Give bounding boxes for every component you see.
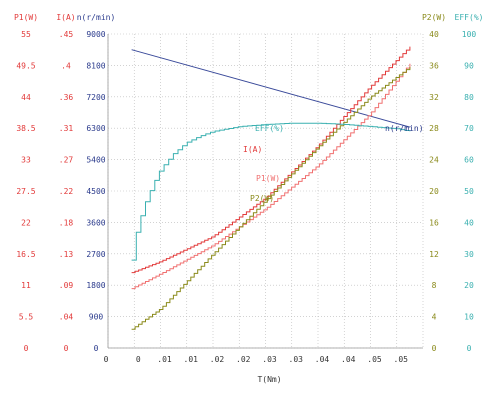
- left-axis-tick: .36: [59, 93, 74, 102]
- right-axis-tick: 70: [464, 124, 474, 133]
- left-axis-tick: 8100: [86, 61, 105, 70]
- left-axis-label: P1(W): [14, 13, 38, 22]
- x-tick-label: .02: [236, 355, 251, 364]
- left-axis-tick: .22: [59, 187, 74, 196]
- left-axis-tick: .09: [59, 281, 74, 290]
- left-axis-tick: 5400: [86, 156, 105, 165]
- left-axis-tick: 0: [94, 344, 99, 353]
- left-axis-tick: .4: [61, 61, 71, 70]
- left-axis-tick: 7200: [86, 93, 105, 102]
- right-axis-tick: 8: [432, 281, 437, 290]
- left-axis-tick: 38.5: [16, 124, 35, 133]
- right-axis-tick: 100: [462, 30, 477, 39]
- series-line-ia: [131, 46, 411, 274]
- left-axis-tick: 6300: [86, 124, 105, 133]
- right-axis-tick: 0: [432, 344, 437, 353]
- series-line-p2w: [131, 67, 411, 330]
- series-lines: [131, 46, 411, 330]
- left-axis-tick: 2700: [86, 250, 105, 259]
- series-line-eff: [131, 122, 411, 261]
- left-axis-tick: 16.5: [16, 250, 35, 259]
- x-tick-label: 0: [104, 355, 109, 364]
- left-axis-tick: 5.5: [19, 313, 34, 322]
- left-axis-tick: .45: [59, 30, 74, 39]
- right-axis-tick: 40: [464, 218, 474, 227]
- left-axis-tick: 27.5: [16, 187, 35, 196]
- left-axis-tick: 900: [89, 313, 104, 322]
- right-axes: P2(W) 0 4 8 12 16 20 24 28 32 36 40 EFF(%) 0 10 20 30 40 5…: [422, 13, 484, 353]
- x-tick-label: 0: [136, 355, 141, 364]
- axes: [107, 34, 423, 349]
- left-axis-tick: 33: [21, 156, 31, 165]
- right-axis-tick: 4: [432, 313, 437, 322]
- right-axis-tick: 32: [429, 93, 439, 102]
- left-axis-tick: 55: [21, 30, 31, 39]
- annotation-label: P2(W): [250, 194, 274, 203]
- left-axis-tick: 0: [64, 344, 69, 353]
- annotation-label: n(r/min): [385, 124, 424, 133]
- left-axis-tick: 0: [24, 344, 29, 353]
- x-tick-label: .03: [289, 355, 304, 364]
- left-axes: P1(W) 0 5.5 11 16.5 22 27.5 33 38.5 44 49.5 55 I(A) 0…: [14, 13, 115, 353]
- x-tick-label: .03: [262, 355, 277, 364]
- right-axis-tick: 80: [464, 93, 474, 102]
- x-tick-label: .01: [157, 355, 172, 364]
- left-axis-tick: .13: [59, 250, 74, 259]
- x-tick-label: .01: [184, 355, 199, 364]
- left-axis-tick: 4500: [86, 187, 105, 196]
- left-axis-tick: .18: [59, 218, 74, 227]
- left-axis-tick: .27: [59, 156, 74, 165]
- series-line-nrmin: [131, 49, 411, 128]
- right-axis-tick: 20: [464, 281, 474, 290]
- annotation-label: I(A): [243, 145, 262, 154]
- right-axis-tick: 28: [429, 124, 439, 133]
- left-axis-tick: .04: [59, 313, 74, 322]
- x-tick-label: .05: [367, 355, 382, 364]
- right-axis-tick: 30: [464, 250, 474, 259]
- left-axis-tick: 44: [21, 93, 31, 102]
- x-axis-label: T(Nm): [257, 375, 281, 384]
- left-axis-tick: 9000: [86, 30, 105, 39]
- right-axis-tick: 36: [429, 61, 439, 70]
- right-axis-tick: 50: [464, 187, 474, 196]
- annotations: EFF(%) I(A) P1(W) P2(W) n(r/min): [243, 124, 424, 203]
- series-line-p1w: [131, 63, 411, 290]
- left-axis-label: n(r/min): [77, 13, 116, 22]
- right-axis-label: P2(W): [422, 13, 446, 22]
- grid: [107, 33, 424, 349]
- right-axis-tick: 12: [429, 250, 439, 259]
- right-axis-tick: 40: [429, 30, 439, 39]
- right-axis-tick: 0: [467, 344, 472, 353]
- left-axis-label: I(A): [56, 13, 75, 22]
- left-axis-tick: 3600: [86, 218, 105, 227]
- x-tick-label: .05: [394, 355, 409, 364]
- x-tick-label: .04: [341, 355, 356, 364]
- left-axis-tick: 11: [21, 281, 31, 290]
- left-axis-tick: 49.5: [16, 61, 35, 70]
- right-axis-tick: 90: [464, 61, 474, 70]
- right-axis-tick: 20: [429, 187, 439, 196]
- left-axis-tick: .31: [59, 124, 74, 133]
- x-tick-label: .04: [315, 355, 330, 364]
- right-axis-tick: 16: [429, 218, 439, 227]
- right-axis-tick: 10: [464, 313, 474, 322]
- annotation-label: EFF(%): [255, 124, 284, 133]
- x-tick-label: .02: [210, 355, 225, 364]
- left-axis-tick: 22: [21, 218, 31, 227]
- x-axis: 0 0 .01 .01 .02 .02 .03 .03 .04 .04 .05 .05 T(Nm): [104, 355, 409, 384]
- annotation-label: P1(W): [256, 174, 280, 183]
- right-axis-tick: 24: [429, 156, 439, 165]
- left-axis-tick: 1800: [86, 281, 105, 290]
- right-axis-label: EFF(%): [455, 13, 484, 22]
- right-axis-tick: 60: [464, 156, 474, 165]
